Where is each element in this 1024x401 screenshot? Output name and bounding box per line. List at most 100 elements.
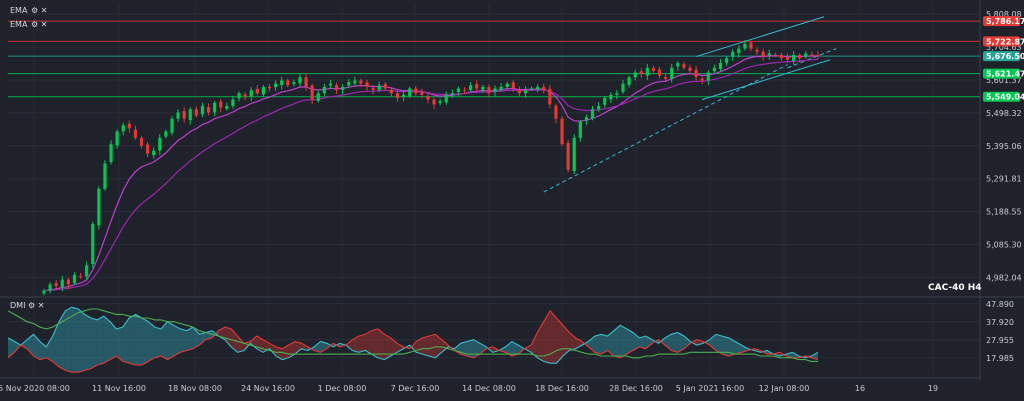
time-axis[interactable]: 5 Nov 2020 08:00 11 Nov 16:00 18 Nov 08:00… bbox=[0, 377, 980, 393]
time-tick-label: 18 Dec 16:00 bbox=[535, 384, 589, 393]
candle-body bbox=[280, 80, 284, 85]
candle-body bbox=[603, 98, 607, 105]
candle-body bbox=[298, 77, 302, 84]
dmi-fill-segment bbox=[365, 330, 372, 355]
dmi-fill-segment bbox=[620, 325, 627, 358]
dmi-fill-segment bbox=[237, 336, 244, 353]
time-tick-label: 28 Dec 16:00 bbox=[609, 384, 663, 393]
candle-body bbox=[395, 93, 400, 99]
candle-body bbox=[511, 82, 515, 89]
candle-body bbox=[408, 88, 412, 97]
candle-body bbox=[176, 112, 180, 119]
candle-body bbox=[682, 64, 686, 68]
time-tick-label: 11 Nov 16:00 bbox=[92, 384, 146, 393]
candle-body bbox=[200, 105, 205, 115]
candle-body bbox=[383, 83, 387, 89]
trendline[interactable] bbox=[695, 16, 825, 58]
candle-body bbox=[743, 43, 747, 49]
candle-body bbox=[72, 274, 77, 284]
ema-line[interactable] bbox=[43, 58, 819, 292]
indicator-settings-icon[interactable]: ⚙ ✕ bbox=[31, 20, 47, 29]
candle-body bbox=[353, 80, 357, 84]
candle-body bbox=[731, 51, 735, 57]
candle-body bbox=[48, 284, 52, 291]
dmi-indicator-label[interactable]: DMI bbox=[10, 301, 25, 310]
price-tag bbox=[983, 51, 1020, 62]
dmi-line[interactable] bbox=[7, 308, 818, 362]
ema-indicator-label[interactable]: EMA bbox=[10, 20, 28, 29]
dmi-fill-segment bbox=[601, 334, 608, 355]
candle-body bbox=[462, 89, 467, 91]
trendline[interactable] bbox=[702, 59, 831, 101]
candle-body bbox=[773, 54, 777, 56]
dmi-fill-segment bbox=[397, 343, 404, 353]
dmi-fill-segment bbox=[346, 339, 353, 351]
candle-body bbox=[523, 90, 528, 94]
dmi-fill-segment bbox=[135, 314, 142, 365]
candle-body bbox=[146, 144, 150, 154]
dmi-fill-segment bbox=[371, 328, 378, 358]
dmi-fill-segment bbox=[59, 310, 66, 371]
indicator-settings-icon[interactable]: ⚙ ✕ bbox=[31, 6, 47, 15]
candle-body bbox=[779, 54, 784, 59]
candle-body bbox=[188, 109, 192, 120]
candle-body bbox=[347, 82, 351, 86]
candle-body bbox=[505, 83, 509, 87]
candles bbox=[42, 40, 820, 296]
candle-body bbox=[615, 93, 619, 95]
trendline[interactable] bbox=[543, 64, 788, 193]
price-pane[interactable]: 5,808.08 5,704.63 5,601.37 5,498.32 5,395.06… bbox=[8, 0, 1024, 380]
dmi-line[interactable] bbox=[7, 306, 819, 364]
dmi-fill-segment bbox=[524, 345, 531, 353]
candle-body bbox=[164, 131, 168, 137]
candle-body bbox=[231, 99, 235, 106]
dmi-lines bbox=[7, 306, 819, 373]
candle-body bbox=[310, 85, 314, 100]
dmi-line[interactable] bbox=[7, 309, 819, 373]
dmi-fill-segment bbox=[116, 327, 123, 362]
candle-body bbox=[127, 123, 131, 129]
dmi-fill-segment bbox=[639, 336, 646, 349]
price-tick-label: 5,395.06 bbox=[986, 142, 1022, 151]
dmi-fill-segment bbox=[167, 321, 174, 360]
dmi-fill-segment bbox=[358, 334, 366, 353]
candle-body bbox=[639, 71, 643, 75]
candle-body bbox=[517, 89, 521, 94]
time-tick-label: 5 Nov 2020 08:00 bbox=[0, 384, 70, 393]
candle-body bbox=[651, 67, 656, 71]
candle-body bbox=[596, 105, 601, 110]
dmi-pane[interactable]: 47.890 37.920 27.955 17.985 DMI ⚙ ✕ bbox=[7, 300, 1014, 374]
dmi-fill-segment bbox=[594, 334, 602, 355]
time-tick-label: 19 bbox=[928, 384, 938, 393]
time-tick-label: 7 Dec 16:00 bbox=[391, 384, 440, 393]
candle-body bbox=[255, 88, 259, 94]
candle-body bbox=[60, 279, 64, 288]
dmi-fill-segment bbox=[728, 337, 736, 356]
dmi-fill-segment bbox=[530, 332, 538, 358]
dmi-fill-segment bbox=[180, 328, 187, 353]
candle-body bbox=[109, 144, 113, 163]
indicator-settings-icon[interactable]: ⚙ ✕ bbox=[28, 301, 44, 310]
candle-body bbox=[712, 67, 716, 72]
trendline[interactable] bbox=[787, 48, 837, 69]
dmi-fill-segment bbox=[148, 321, 155, 362]
ema-indicator-label[interactable]: EMA bbox=[10, 6, 28, 15]
candle-body bbox=[139, 137, 144, 146]
candle-body bbox=[286, 80, 290, 86]
candle-body bbox=[755, 49, 759, 52]
dmi-fill-segment bbox=[173, 325, 181, 356]
ema-line[interactable] bbox=[43, 55, 819, 292]
candle-body bbox=[548, 88, 552, 105]
price-tag-label: 5,786.17 bbox=[986, 17, 1024, 26]
dmi-fill-segment bbox=[71, 307, 79, 373]
candle-body bbox=[267, 86, 272, 89]
price-tag-label: 5,722.87 bbox=[986, 37, 1024, 46]
dmi-fill-segment bbox=[409, 341, 417, 353]
candle-body bbox=[469, 85, 473, 91]
dmi-fill-segment bbox=[543, 310, 551, 364]
candle-body bbox=[609, 94, 613, 100]
candle-body bbox=[481, 86, 485, 90]
candle-body bbox=[328, 83, 333, 86]
dmi-fill-segment bbox=[441, 339, 449, 353]
